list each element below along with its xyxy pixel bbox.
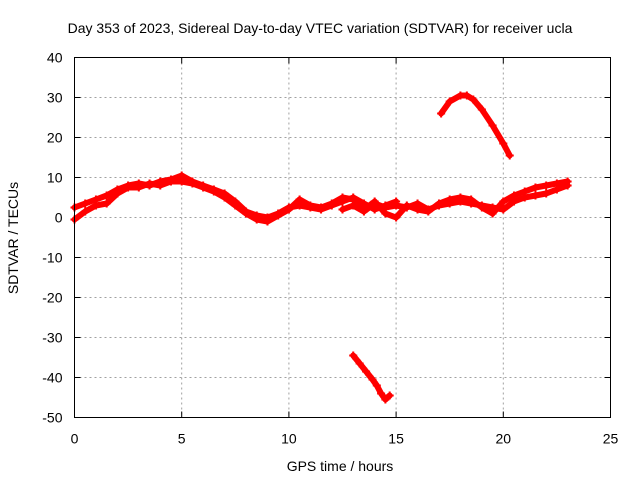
data-point [477, 203, 486, 212]
y-tick-label: 30 [47, 90, 63, 106]
data-point [284, 205, 293, 214]
grid-layer [74, 57, 611, 418]
data-point [499, 205, 508, 214]
data-point [456, 193, 465, 202]
data-point [424, 207, 433, 216]
series-sat-track-low [349, 351, 394, 404]
data-point [134, 183, 143, 192]
data-point [381, 395, 390, 404]
data-point [359, 205, 368, 214]
data-point [362, 367, 371, 376]
data-point [242, 209, 251, 218]
data-point [349, 351, 358, 360]
data-point [102, 199, 111, 208]
data-point [91, 201, 100, 210]
data-point [372, 381, 381, 390]
data-point [102, 191, 111, 200]
data-point [542, 181, 551, 190]
series-layer [70, 91, 572, 404]
y-tick-label: 0 [55, 210, 63, 226]
y-tick-label: -30 [42, 330, 62, 346]
data-point [274, 211, 283, 220]
data-point [488, 209, 497, 218]
x-tick-label: 0 [71, 431, 79, 447]
data-point [499, 197, 508, 206]
x-tick-label: 15 [388, 431, 404, 447]
data-point [209, 187, 218, 196]
data-point [462, 91, 471, 100]
data-point [469, 95, 478, 104]
data-point [542, 189, 551, 198]
data-point [338, 205, 347, 214]
x-tick-label: 25 [603, 431, 619, 447]
data-point [166, 177, 175, 186]
x-tick-label: 5 [178, 431, 186, 447]
data-point [445, 97, 454, 106]
data-point [295, 195, 304, 204]
data-point [81, 199, 90, 208]
data-point [402, 201, 411, 210]
data-point [338, 193, 347, 202]
data-point [392, 213, 401, 222]
y-tick-label: 20 [47, 130, 63, 146]
data-point [199, 183, 208, 192]
y-tick-label: -10 [42, 250, 62, 266]
data-point [510, 191, 519, 200]
data-point [113, 189, 122, 198]
data-point [124, 183, 133, 192]
data-point [392, 201, 401, 210]
series-sat-track-main-b [70, 177, 358, 226]
data-point [437, 109, 446, 118]
series-sat-track-center-b [349, 177, 572, 222]
data-point [552, 179, 561, 188]
data-point [188, 179, 197, 188]
y-axis-label: SDTVAR / TECUs [5, 182, 21, 294]
y-tick-label: -20 [42, 290, 62, 306]
y-tick-label: -50 [42, 410, 62, 426]
data-point [81, 207, 90, 216]
data-point [477, 105, 486, 114]
data-point [263, 217, 272, 226]
data-point [368, 375, 377, 384]
data-point [434, 199, 443, 208]
data-point [381, 209, 390, 218]
data-point [377, 389, 386, 398]
data-point [467, 195, 476, 204]
x-axis-label: GPS time / hours [287, 458, 394, 474]
data-point [306, 201, 315, 210]
data-point [531, 191, 540, 200]
data-point [531, 183, 540, 192]
series-sat-track-high [437, 91, 514, 160]
data-point [327, 199, 336, 208]
data-point [220, 193, 229, 202]
data-point [252, 215, 261, 224]
data-point [445, 195, 454, 204]
y-tick-label: -40 [42, 370, 62, 386]
data-point [145, 179, 154, 188]
tick-layer: 0 5 10 15 20 25 -50 -40 -30 -20 -10 0 10 20 30 40 [42, 50, 618, 447]
x-tick-label: 20 [496, 431, 512, 447]
x-tick-label: 10 [281, 431, 297, 447]
chart-title: Day 353 of 2023, Sidereal Day-to-day VTE… [68, 20, 573, 36]
data-point [355, 359, 364, 368]
data-point [370, 197, 379, 206]
data-point [156, 181, 165, 190]
data-point [413, 205, 422, 214]
data-point [231, 201, 240, 210]
data-point [317, 203, 326, 212]
series-line [438, 92, 513, 159]
data-point [177, 177, 186, 186]
data-point [563, 177, 572, 186]
data-point [505, 151, 514, 160]
data-point [385, 391, 394, 400]
y-tick-label: 40 [47, 50, 63, 66]
data-point [488, 121, 497, 130]
data-point [520, 187, 529, 196]
data-point [349, 195, 358, 204]
data-point [499, 139, 508, 148]
y-tick-label: 10 [47, 170, 63, 186]
plot-frame [74, 57, 611, 418]
